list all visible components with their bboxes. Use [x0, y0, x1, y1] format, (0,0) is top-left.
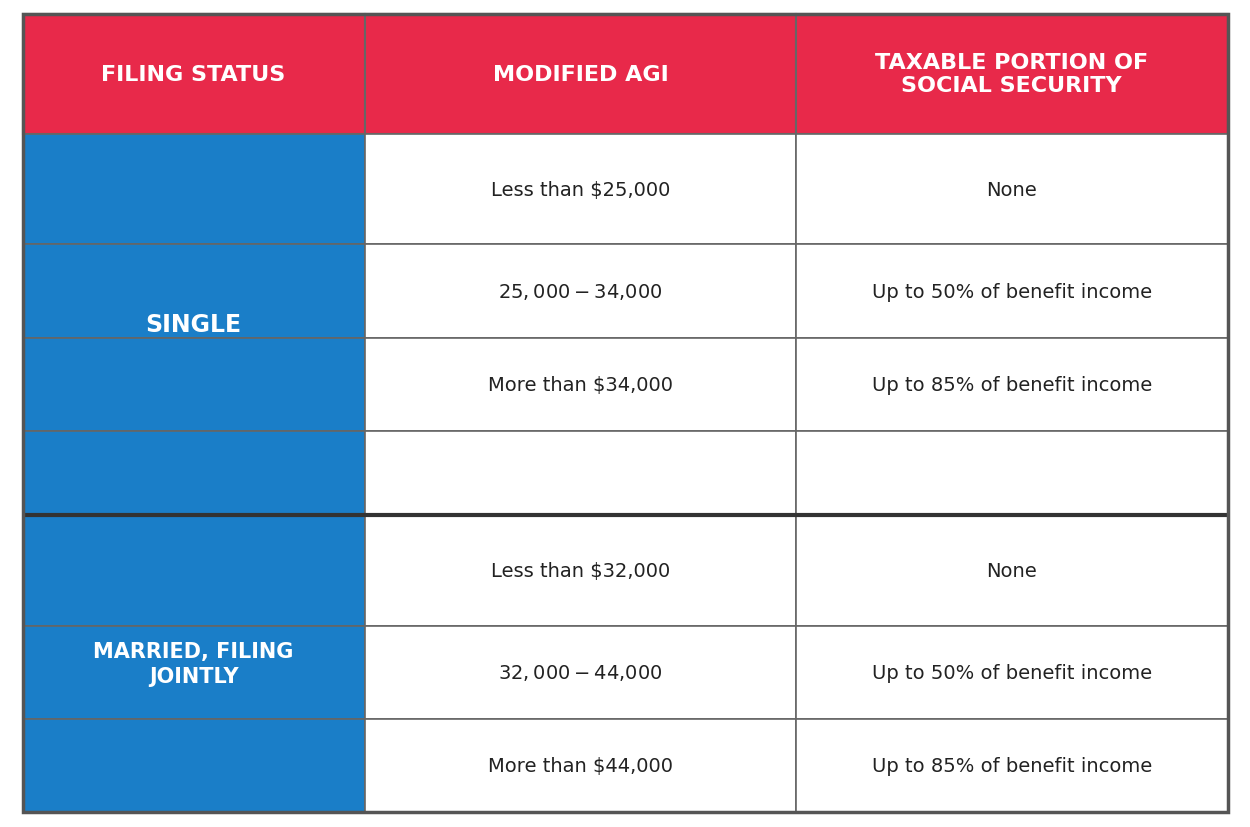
Text: Less than $25,000: Less than $25,000	[491, 180, 670, 199]
Text: Less than $32,000: Less than $32,000	[491, 562, 670, 581]
Bar	[796, 515, 1228, 626]
Bar	[365, 15, 796, 135]
Bar	[365, 338, 796, 431]
Text: SINGLE: SINGLE	[145, 313, 241, 337]
Bar	[22, 135, 365, 245]
Text: $32,000 - $44,000: $32,000 - $44,000	[498, 662, 662, 682]
Bar	[796, 135, 1228, 245]
Text: TAXABLE PORTION OF
SOCIAL SECURITY: TAXABLE PORTION OF SOCIAL SECURITY	[875, 53, 1149, 96]
Bar	[796, 245, 1228, 338]
Text: None: None	[986, 180, 1038, 199]
Text: MODIFIED AGI: MODIFIED AGI	[492, 65, 669, 84]
Bar	[22, 719, 365, 812]
Text: None: None	[986, 562, 1038, 581]
Text: More than $34,000: More than $34,000	[488, 375, 672, 394]
Bar	[22, 431, 365, 515]
Text: More than $44,000: More than $44,000	[488, 756, 672, 775]
Text: MARRIED, FILING
JOINTLY: MARRIED, FILING JOINTLY	[94, 642, 294, 686]
Bar	[796, 15, 1228, 135]
Bar	[22, 626, 365, 719]
Bar	[796, 626, 1228, 719]
Bar	[365, 719, 796, 812]
Bar	[22, 15, 365, 135]
Bar	[365, 626, 796, 719]
Text: Up to 85% of benefit income: Up to 85% of benefit income	[871, 375, 1152, 394]
Bar	[365, 135, 796, 245]
Bar	[22, 338, 365, 431]
Text: Up to 50% of benefit income: Up to 50% of benefit income	[871, 663, 1151, 682]
Bar	[365, 515, 796, 626]
Text: $25,000 - $34,000: $25,000 - $34,000	[498, 282, 662, 302]
Bar	[796, 719, 1228, 812]
Bar	[365, 245, 796, 338]
Bar	[365, 431, 796, 515]
Text: Up to 50% of benefit income: Up to 50% of benefit income	[871, 282, 1151, 301]
Bar	[796, 338, 1228, 431]
Bar	[22, 515, 365, 626]
Bar	[796, 431, 1228, 515]
Text: Up to 85% of benefit income: Up to 85% of benefit income	[871, 756, 1152, 775]
Bar	[22, 245, 365, 338]
Text: FILING STATUS: FILING STATUS	[101, 65, 286, 84]
